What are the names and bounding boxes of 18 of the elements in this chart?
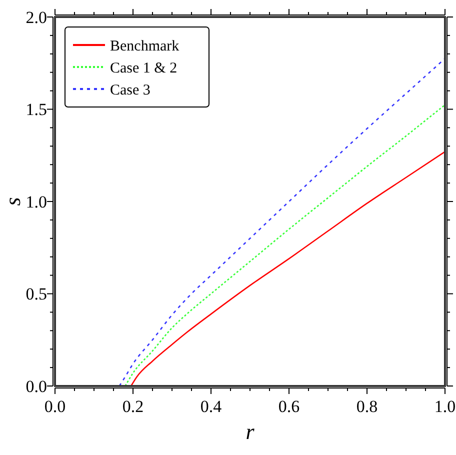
y-tick-label: 1.0	[26, 192, 47, 212]
y-tick-label: 0.5	[26, 284, 47, 304]
x-tick-label: 0.2	[122, 397, 144, 416]
x-tick-label: 0.4	[200, 397, 222, 416]
legend-label: Case 1 & 2	[110, 60, 178, 76]
y-tick-label: 1.5	[26, 100, 47, 120]
y-tick-label: 2.0	[26, 8, 47, 27]
line-series	[124, 104, 446, 387]
x-axis-title: r	[246, 419, 255, 444]
x-tick-label: 0.8	[356, 397, 378, 416]
x-tick-label: 1.0	[434, 397, 456, 416]
y-axis-title: s	[0, 197, 25, 206]
line-series	[130, 151, 446, 387]
x-tick-label: 0.0	[44, 397, 66, 416]
x-tick-label: 0.6	[278, 397, 300, 416]
y-tick-label: 0.0	[26, 376, 47, 396]
legend-label: Benchmark	[110, 38, 180, 54]
legend-label: Case 3	[110, 82, 150, 98]
